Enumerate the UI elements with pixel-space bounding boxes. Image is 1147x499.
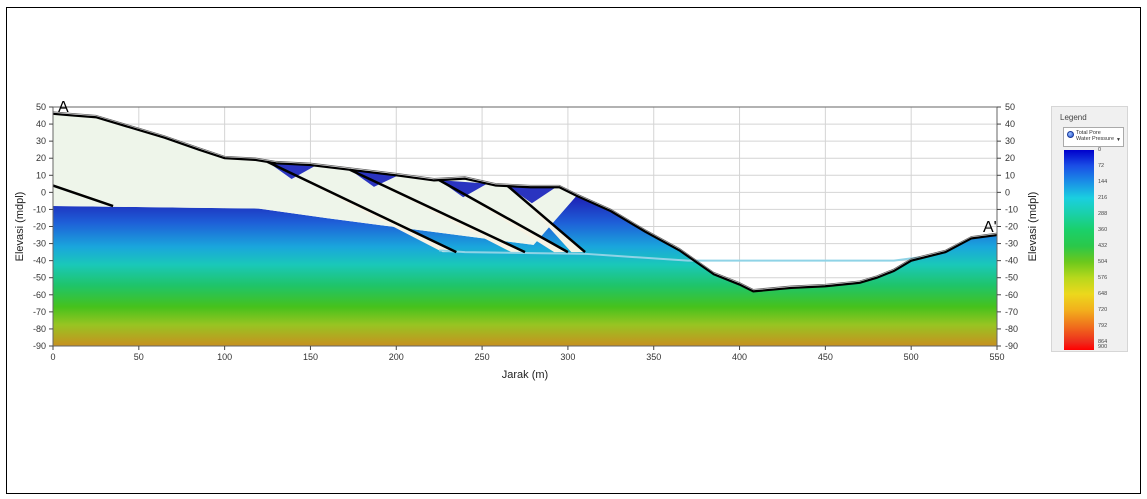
dump-boundary-line (438, 179, 569, 254)
legend-scale-label: 216 (1098, 195, 1108, 201)
legend-scale-label: 864 (1098, 339, 1108, 345)
legend-scale-label: 0 (1098, 147, 1102, 153)
legend-color-scale (1064, 150, 1094, 350)
x-tick-label: 200 (389, 352, 404, 362)
dump-saturated-cap (439, 180, 488, 198)
x-tick-label: 500 (904, 352, 919, 362)
y-tick-label-left: 40 (36, 119, 46, 129)
legend-scale-label: 288 (1098, 211, 1108, 217)
y-tick-label-right: -40 (1005, 256, 1018, 266)
legend-scale-label: 72 (1098, 163, 1105, 169)
legend-scale-label: 720 (1098, 307, 1108, 313)
x-tick-label: 350 (646, 352, 661, 362)
y-tick-label-left: -60 (33, 290, 46, 300)
legend-scale-label: 504 (1098, 259, 1108, 265)
pore-pressure-icon (1067, 131, 1074, 138)
y-tick-label-left: -70 (33, 307, 46, 317)
y-tick-label-right: -30 (1005, 239, 1018, 249)
y-tick-label-left: -50 (33, 273, 46, 283)
x-tick-label: 100 (217, 352, 232, 362)
y-tick-label-right: 30 (1005, 136, 1015, 146)
dump-boundary-line (267, 160, 457, 254)
y-tick-label-right: 0 (1005, 187, 1010, 197)
legend-variable-label: Total Pore Water Pressure (1076, 130, 1115, 142)
dump-saturated-cap (349, 169, 398, 187)
y-axis-label-right: Elevasi (mdpl) (1027, 192, 1039, 262)
y-axis-label-left: Elevasi (mdpl) (14, 192, 26, 262)
x-tick-label: 450 (818, 352, 833, 362)
y-tick-label-left: 10 (36, 170, 46, 180)
dump-saturated-cap (267, 161, 316, 179)
legend-scale-label: 144 (1098, 179, 1108, 185)
dump-saturated-cap (507, 186, 556, 204)
section-end-label: A' (983, 219, 997, 236)
legend-title: Legend (1060, 113, 1087, 122)
x-tick-label: 150 (303, 352, 318, 362)
y-tick-label-right: -80 (1005, 324, 1018, 334)
legend-scale-label: 792 (1098, 323, 1108, 329)
legend-scale-label: 576 (1098, 275, 1108, 281)
section-start-label: A (58, 99, 69, 116)
x-tick-label: 550 (989, 352, 1004, 362)
y-tick-label-left: -40 (33, 256, 46, 266)
y-tick-label-left: -80 (33, 324, 46, 334)
x-tick-label: 400 (732, 352, 747, 362)
y-tick-label-left: 50 (36, 102, 46, 112)
x-tick-label: 0 (50, 352, 55, 362)
legend-panel: Legend Total Pore Water Pressure ▼ 0 72 14… (1051, 106, 1128, 352)
dump-boundary-line (349, 168, 526, 254)
x-tick-label: 300 (560, 352, 575, 362)
dump-boundary-line (507, 185, 586, 254)
y-tick-label-right: 50 (1005, 102, 1015, 112)
x-tick-label: 50 (134, 352, 144, 362)
y-tick-label-right: 10 (1005, 170, 1015, 180)
x-axis-label: Jarak (m) (502, 369, 548, 381)
water-table-line (439, 249, 920, 262)
unsaturated-zone (53, 113, 577, 245)
y-tick-label-right: -50 (1005, 273, 1018, 283)
legend-scale-label: 360 (1098, 227, 1108, 233)
legend-scale-label: 648 (1098, 291, 1108, 297)
chevron-down-icon: ▼ (1116, 137, 1121, 143)
x-tick-label: 250 (475, 352, 490, 362)
legend-scale-label: 900 (1098, 344, 1108, 350)
section-lines (53, 111, 997, 293)
y-tick-label-right: 20 (1005, 153, 1015, 163)
y-tick-label-right: -20 (1005, 222, 1018, 232)
ground-surface-line (53, 112, 997, 293)
y-tick-label-left: -30 (33, 239, 46, 249)
legend-variable-dropdown[interactable]: Total Pore Water Pressure ▼ (1063, 127, 1124, 147)
figure-frame (6, 7, 1141, 494)
y-tick-label-left: 0 (41, 187, 46, 197)
y-tick-label-right: -90 (1005, 341, 1018, 351)
y-tick-label-right: -70 (1005, 307, 1018, 317)
ground-surface-outline (53, 111, 997, 290)
y-tick-label-left: 30 (36, 136, 46, 146)
saturated-zone (53, 195, 997, 346)
y-tick-label-left: -90 (33, 341, 46, 351)
legend-scale-label: 432 (1098, 243, 1108, 249)
y-tick-label-right: 40 (1005, 119, 1015, 129)
layer-boundary (53, 184, 114, 208)
y-tick-label-left: -10 (33, 204, 46, 214)
y-tick-label-left: -20 (33, 222, 46, 232)
y-tick-label-right: -60 (1005, 290, 1018, 300)
y-tick-label-right: -10 (1005, 204, 1018, 214)
y-tick-label-left: 20 (36, 153, 46, 163)
